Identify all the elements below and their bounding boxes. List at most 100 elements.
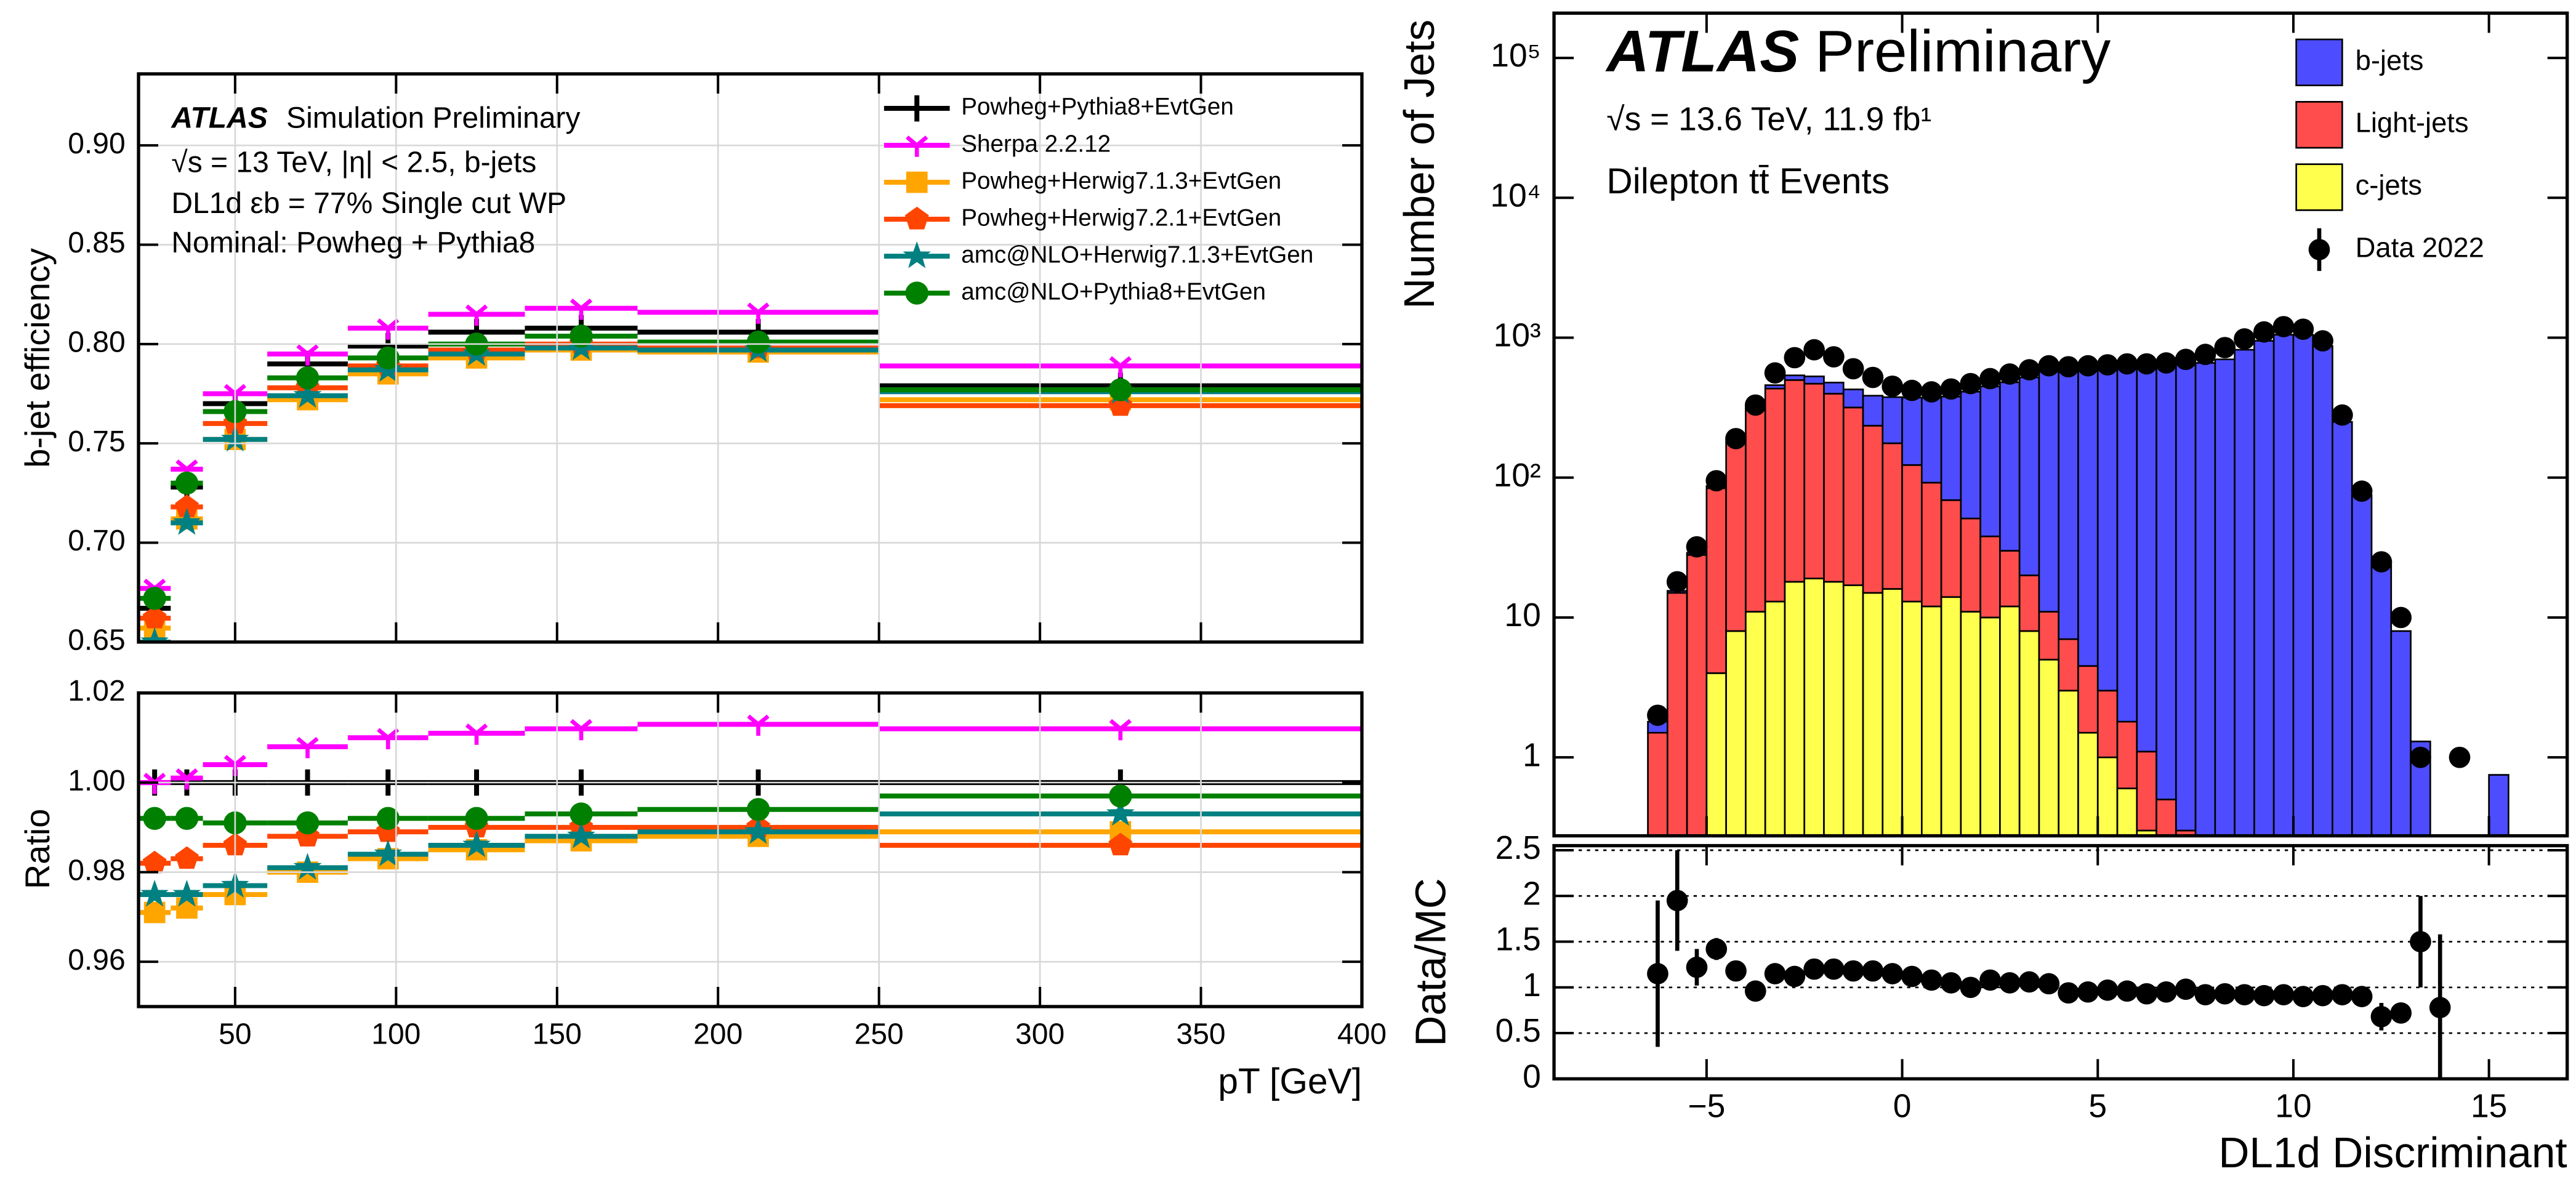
annotation: Simulation Preliminary <box>286 102 581 134</box>
data-point <box>1823 958 1845 980</box>
plot-area <box>1647 316 2510 836</box>
histogram-bar <box>1647 731 1668 836</box>
y-tick-label: 1 <box>1523 737 1541 773</box>
data-point <box>2410 931 2431 952</box>
y-tick-label: 0.96 <box>68 944 125 976</box>
marker <box>172 880 201 907</box>
marker <box>376 807 400 830</box>
marker <box>296 344 319 366</box>
data-point <box>1803 958 1825 980</box>
data-point <box>2292 986 2314 1007</box>
x-tick-label: 50 <box>219 1018 251 1051</box>
marker <box>377 728 400 749</box>
y-tick-label: 2 <box>1523 875 1541 912</box>
data-point <box>2136 983 2158 1005</box>
data-point <box>1862 960 1884 982</box>
histogram-bar <box>1979 616 2001 836</box>
y-tick-label: 0.5 <box>1495 1013 1541 1049</box>
histogram-bar <box>1882 588 1903 836</box>
histogram-bar <box>1882 442 1903 590</box>
data-point <box>1705 470 1728 492</box>
marker <box>175 807 199 830</box>
histogram-bar <box>2038 659 2060 836</box>
data-point <box>2370 551 2393 573</box>
data-point <box>1705 938 1728 960</box>
data-point <box>1882 375 1904 397</box>
data-point <box>1842 358 1864 380</box>
data-point <box>2370 1005 2393 1028</box>
data-point <box>1960 976 1982 999</box>
histogram-bar <box>1823 581 1845 836</box>
marker <box>465 807 488 830</box>
annotation: √s = 13.6 TeV, 11.9 fb¹ <box>1606 101 1931 137</box>
data-point <box>2234 328 2255 350</box>
marker <box>143 807 166 830</box>
data-point <box>1784 347 1806 369</box>
data-point <box>1784 965 1806 988</box>
data-point <box>1960 372 1982 395</box>
histogram-bar <box>2351 494 2373 836</box>
data-point <box>1901 379 1923 401</box>
data-point <box>1998 363 2021 385</box>
histogram-bar <box>2018 630 2040 836</box>
histogram-bar <box>1862 425 1884 594</box>
marker <box>746 798 770 821</box>
histogram-bar <box>1920 396 1942 484</box>
x-tick-label: 300 <box>1015 1018 1065 1051</box>
histogram-bar <box>2038 371 2060 613</box>
x-tick-label: 10 <box>2275 1088 2311 1124</box>
data-point <box>1842 960 1864 982</box>
data-point <box>1764 963 1786 984</box>
axes-frame <box>137 691 1364 1008</box>
axes-frame <box>1552 843 2569 1080</box>
histogram-bar <box>1862 592 1884 836</box>
histogram-bar <box>2214 358 2236 836</box>
histogram-bar <box>2116 720 2138 789</box>
histogram-bar <box>1745 611 1766 836</box>
y-tick-label: 1.5 <box>1495 922 1541 958</box>
histogram-bar <box>2018 376 2040 576</box>
y-tick-label: 0.90 <box>68 127 125 160</box>
marker <box>143 901 166 923</box>
legend-swatch <box>2295 163 2343 211</box>
data-point <box>1725 428 1747 449</box>
legend-marker <box>904 206 929 230</box>
histogram-bar <box>2077 731 2099 836</box>
legend-label: amc@NLO+Herwig7.1.3+EvtGen <box>961 241 1313 268</box>
marker <box>462 830 491 858</box>
data-point <box>2214 337 2236 358</box>
data-point <box>2194 984 2216 1006</box>
data-point <box>2332 984 2353 1006</box>
y-axis-label: b-jet efficiency <box>18 248 57 468</box>
data-point <box>2253 984 2275 1007</box>
marker <box>172 508 201 535</box>
data-point <box>2272 316 2295 337</box>
histogram-bar <box>1764 600 1786 836</box>
marker <box>1109 718 1132 741</box>
data-point <box>2096 979 2119 1001</box>
histogram-bar <box>2058 370 2079 640</box>
data-point <box>1940 972 1962 994</box>
data-point <box>2351 986 2373 1007</box>
data-point <box>1862 366 1884 388</box>
legend-label: Powheg+Herwig7.2.1+EvtGen <box>961 204 1281 231</box>
legend-marker <box>906 135 928 157</box>
marker <box>570 298 593 320</box>
legend-label: Powheg+Pythia8+EvtGen <box>961 94 1234 120</box>
annotation: ATLAS <box>171 102 267 134</box>
x-tick-label: 5 <box>2088 1088 2107 1124</box>
histogram-bar <box>1784 374 1806 381</box>
histogram-bar <box>1901 464 1923 603</box>
histogram-bar <box>1999 381 2021 552</box>
y-tick-label: 0.70 <box>68 525 125 557</box>
marker <box>746 330 770 354</box>
data-point <box>2038 973 2060 995</box>
data-point <box>1647 704 1668 726</box>
y-tick-label: 10² <box>1494 457 1541 494</box>
histogram-bar <box>1705 487 1727 674</box>
y-tick-label: 0.85 <box>68 227 125 259</box>
histogram-bar <box>1725 630 1747 836</box>
x-axis-label: DL1d Discriminant <box>2218 1129 2567 1177</box>
plot-area <box>139 714 1362 923</box>
